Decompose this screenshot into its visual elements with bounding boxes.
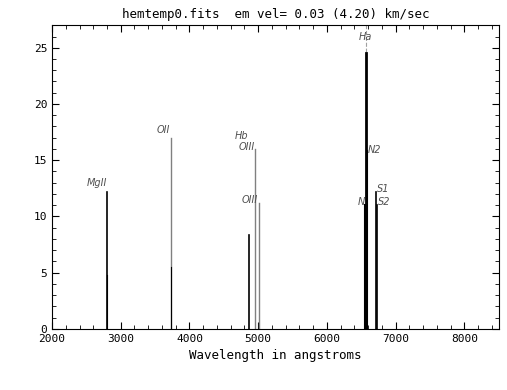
X-axis label: Wavelength in angstroms: Wavelength in angstroms — [189, 349, 361, 362]
Text: Hb: Hb — [235, 131, 248, 141]
Text: OIII: OIII — [242, 195, 258, 205]
Text: Ha: Ha — [359, 32, 372, 42]
Text: N: N — [357, 197, 365, 207]
Text: MgII: MgII — [86, 178, 106, 188]
Text: S2: S2 — [378, 197, 390, 207]
Title: hemtemp0.fits  em vel= 0.03 (4.20) km/sec: hemtemp0.fits em vel= 0.03 (4.20) km/sec — [122, 8, 429, 21]
Text: N2: N2 — [368, 145, 381, 154]
Text: OII: OII — [157, 126, 170, 135]
Text: S1: S1 — [377, 184, 389, 194]
Text: OIII: OIII — [239, 142, 255, 152]
